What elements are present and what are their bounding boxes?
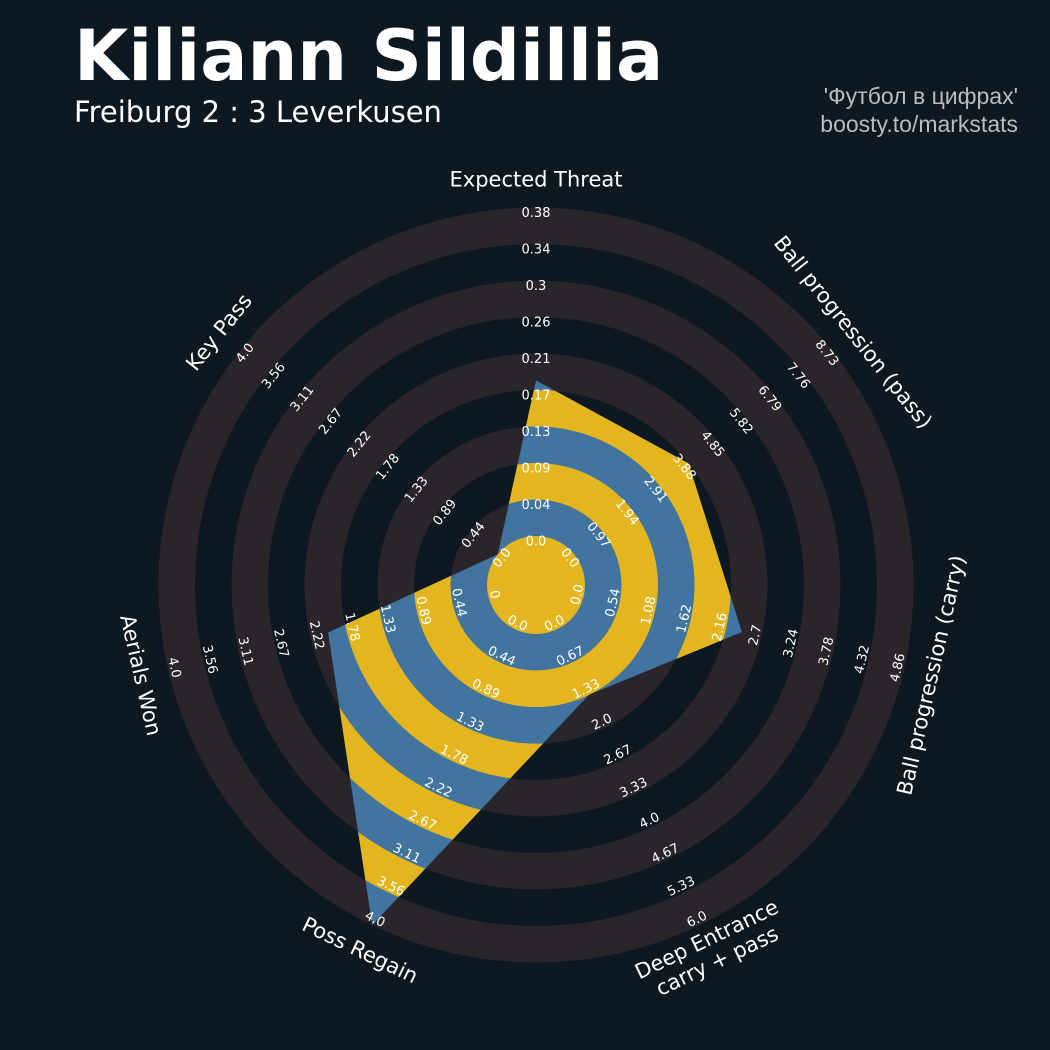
- tick-label: 2.7: [746, 623, 765, 647]
- param-label: Aerials Won: [115, 612, 166, 738]
- tick-label: 0.04: [522, 498, 551, 513]
- match-subtitle: Freiburg 2 : 3 Leverkusen: [74, 95, 442, 129]
- tick-label: 2.22: [306, 619, 327, 651]
- tick-label: 3.24: [781, 628, 802, 660]
- tick-label: 0.44: [448, 587, 469, 619]
- tick-label: 0.54: [603, 587, 624, 619]
- tick-label: 0.26: [522, 316, 551, 331]
- tick-label: 0.13: [522, 425, 551, 440]
- tick-label: 0.17: [522, 389, 551, 404]
- tick-label: 1.33: [377, 603, 398, 635]
- center-circle: [487, 536, 585, 634]
- tick-label: 0.89: [412, 595, 433, 627]
- tick-label: 0.38: [522, 206, 551, 221]
- tick-label: 3.78: [816, 636, 837, 668]
- tick-label: 0.0: [526, 535, 547, 550]
- tick-label: 1.78: [341, 611, 362, 643]
- tick-label: 2.67: [270, 628, 291, 660]
- tick-label: 1.08: [639, 595, 660, 627]
- tick-label: 0.0: [568, 583, 587, 607]
- credit-line-1: 'Футбол в цифрах': [823, 83, 1018, 109]
- tick-label: 0.34: [522, 243, 551, 258]
- tick-label: 0: [486, 589, 502, 600]
- tick-label: 4.0: [164, 656, 183, 680]
- tick-label: 4.32: [852, 644, 873, 676]
- tick-label: 3.11: [234, 636, 255, 668]
- tick-label: 2.16: [710, 611, 731, 643]
- page-title: Kiliann Sildillia: [74, 15, 664, 97]
- tick-label: 0.3: [526, 279, 547, 294]
- tick-label: 0.21: [522, 352, 551, 367]
- tick-label: 4.86: [888, 652, 909, 684]
- tick-label: 3.56: [199, 644, 220, 676]
- tick-label: 0.09: [522, 462, 551, 477]
- tick-label: 1.62: [674, 603, 695, 635]
- credit-block: 'Футбол в цифрах' boosty.to/markstats: [820, 82, 1018, 138]
- credit-line-2: boosty.to/markstats: [820, 111, 1018, 137]
- param-label: Expected Threat: [450, 168, 623, 192]
